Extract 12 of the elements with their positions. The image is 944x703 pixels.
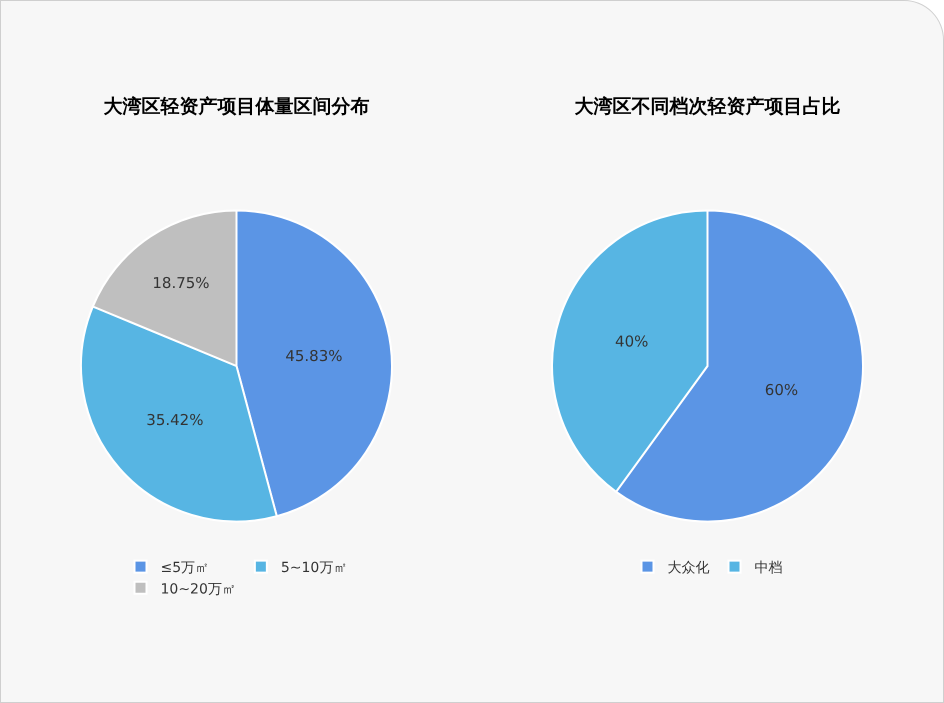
legend-label: 大众化	[668, 560, 710, 576]
legend-label: 10~20万㎡	[160, 581, 236, 598]
data-label: 18.75%	[152, 274, 210, 292]
legend-label: 5~10万㎡	[280, 560, 348, 576]
data-label: 60%	[764, 381, 798, 400]
legend-label: ≤5万㎡	[160, 560, 210, 576]
data-label: 45.83%	[285, 346, 343, 365]
chart-title: 大湾区轻资产项目体量区间分布	[104, 95, 370, 118]
legend-label: 中档	[754, 560, 782, 576]
chart-title: 大湾区不同档次轻资产项目占比	[574, 95, 840, 118]
data-label: 40%	[615, 332, 648, 350]
data-label: 35.42%	[146, 411, 204, 430]
